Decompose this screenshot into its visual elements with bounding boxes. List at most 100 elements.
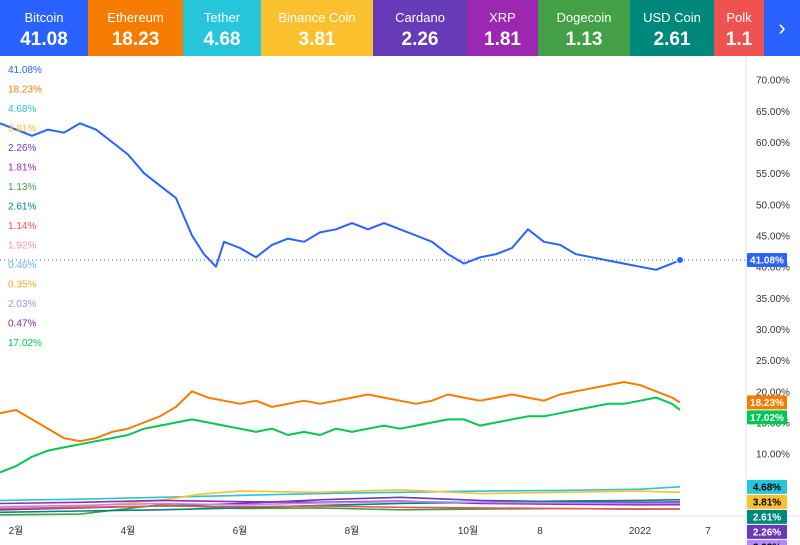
price-badge: 18.23% xyxy=(747,395,787,410)
y-tick-label: 45.00% xyxy=(756,232,790,243)
price-badge-bg xyxy=(747,252,787,267)
coin-tab-name: USD Coin xyxy=(643,10,701,25)
coin-tab[interactable]: Binance Coin 3.81 xyxy=(261,0,373,56)
y-tick-label: 70.00% xyxy=(756,76,790,87)
x-tick-label: 10월 xyxy=(458,525,478,537)
price-badge-text: 2.03% xyxy=(753,542,781,545)
legend-label: 1.92% xyxy=(8,241,36,252)
coin-tab-value: 1.1 xyxy=(725,29,753,50)
legend-label: 2.26% xyxy=(8,143,36,154)
price-badge: 3.81% xyxy=(747,494,787,509)
x-tick-label: 4월 xyxy=(121,525,136,537)
series-line xyxy=(0,122,681,271)
coin-tab-name: Binance Coin xyxy=(278,10,356,25)
legend-label: 41.08% xyxy=(8,65,42,76)
price-badge-text: 4.68% xyxy=(753,482,781,493)
coin-tab[interactable]: Dogecoin 1.13 xyxy=(538,0,630,56)
legend-label: 2.61% xyxy=(8,202,36,213)
price-badge-text: 18.23% xyxy=(750,398,784,409)
x-tick-label: 8 xyxy=(537,526,543,537)
y-tick-label: 25.00% xyxy=(756,356,790,367)
dominance-line-chart[interactable]: 70.00% 65.00% 60.00% 55.00% 50.00% 45.00% 40.0… xyxy=(0,56,800,545)
coin-tab-value: 2.61 xyxy=(653,29,691,50)
legend-label: 0.35% xyxy=(8,280,36,291)
coin-tab-name: Polk xyxy=(726,10,752,25)
y-tick-label: 35.00% xyxy=(756,294,790,305)
legend-label: 17.02% xyxy=(8,338,42,349)
chevron-right-icon: › xyxy=(778,15,786,40)
coin-tab-value: 3.81 xyxy=(298,29,336,50)
price-badge-bg xyxy=(747,410,787,425)
price-badge: 41.08% xyxy=(747,252,787,267)
x-tick-label: 2월 xyxy=(9,525,24,537)
coin-tab-value: 1.13 xyxy=(565,29,603,50)
series-line xyxy=(0,500,681,508)
legend-label: 1.81% xyxy=(8,163,36,174)
series-line xyxy=(0,505,681,510)
coin-tab[interactable]: Ethereum 18.23 xyxy=(88,0,183,56)
coin-tab-value: 18.23 xyxy=(111,29,160,50)
coin-tab-value: 41.08 xyxy=(20,29,68,50)
x-tick-label: 2022 xyxy=(629,526,652,537)
series-line xyxy=(0,488,681,511)
price-badge: 2.61% xyxy=(747,509,787,524)
price-badge-text: 41.08% xyxy=(750,255,784,266)
coin-tab[interactable]: Cardano 2.26 xyxy=(373,0,467,56)
y-tick-label: 10.00% xyxy=(756,450,790,461)
price-badge-text: 3.81% xyxy=(753,497,781,508)
legend-label: 1.13% xyxy=(8,182,36,193)
coin-tab-name: Tether xyxy=(203,10,241,25)
legend-label: 18.23% xyxy=(8,85,42,96)
legend-label: 3.81% xyxy=(8,124,36,135)
coin-tab-value: 2.26 xyxy=(401,29,439,50)
coin-tab[interactable]: Tether 4.68 xyxy=(183,0,261,56)
coin-tab[interactable]: USD Coin 2.61 xyxy=(630,0,714,56)
legend-label: 4.68% xyxy=(8,104,36,115)
series-line xyxy=(0,381,681,443)
x-tick-label: 6월 xyxy=(233,525,248,537)
y-tick-label: 20.00% xyxy=(756,387,790,398)
series-line xyxy=(0,396,681,474)
coin-tab-name: Bitcoin xyxy=(24,10,64,25)
legend-label: 0.46% xyxy=(8,260,36,271)
legend-label: 2.03% xyxy=(8,299,36,310)
price-badge-bg xyxy=(747,539,787,545)
next-tabs-button[interactable]: › xyxy=(764,0,800,56)
price-badge-text: 2.26% xyxy=(753,527,781,538)
price-badge-bg xyxy=(747,479,787,494)
y-tick-label: 30.00% xyxy=(756,325,790,336)
x-tick-label: 8월 xyxy=(345,525,360,537)
coin-tab-name: XRP xyxy=(489,10,516,25)
coin-tab-name: Ethereum xyxy=(107,10,164,25)
coin-tab[interactable]: Polk 1.1 xyxy=(714,0,764,56)
y-tick-label: 55.00% xyxy=(756,169,790,180)
price-badge-text: 17.02% xyxy=(750,413,784,424)
price-badge: 17.02% xyxy=(747,410,787,425)
coin-tab[interactable]: XRP 1.81 xyxy=(467,0,538,56)
price-badge-bg xyxy=(747,494,787,509)
price-badge: 2.03% xyxy=(747,539,787,545)
y-tick-label: 50.00% xyxy=(756,200,790,211)
price-badge: 4.68% xyxy=(747,479,787,494)
price-badge-text: 2.61% xyxy=(753,512,781,523)
y-tick-label: 40.00% xyxy=(756,263,790,274)
coin-tab-bar: Bitcoin 41.08 Ethereum 18.23 Tether 4.68 Binan… xyxy=(0,0,800,56)
coin-tab-value: 1.81 xyxy=(484,29,521,50)
legend-label: 0.47% xyxy=(8,319,36,330)
coin-tab-name: Cardano xyxy=(395,10,445,25)
series-line xyxy=(0,486,681,502)
price-badge: 2.26% xyxy=(747,524,787,539)
price-badge-bg xyxy=(747,395,787,410)
y-tick-label: 60.00% xyxy=(756,138,790,149)
price-badge-bg xyxy=(747,524,787,539)
legend-label: 1.14% xyxy=(8,221,36,232)
coin-tab[interactable]: Bitcoin 41.08 xyxy=(0,0,88,56)
coin-tab-name: Dogecoin xyxy=(556,10,612,25)
coin-tab-value: 4.68 xyxy=(203,29,241,50)
series-line xyxy=(0,498,681,514)
price-badge-bg xyxy=(747,509,787,524)
x-tick-label: 7 xyxy=(705,526,711,537)
last-point-marker xyxy=(676,255,684,264)
y-tick-label: 65.00% xyxy=(756,107,790,118)
